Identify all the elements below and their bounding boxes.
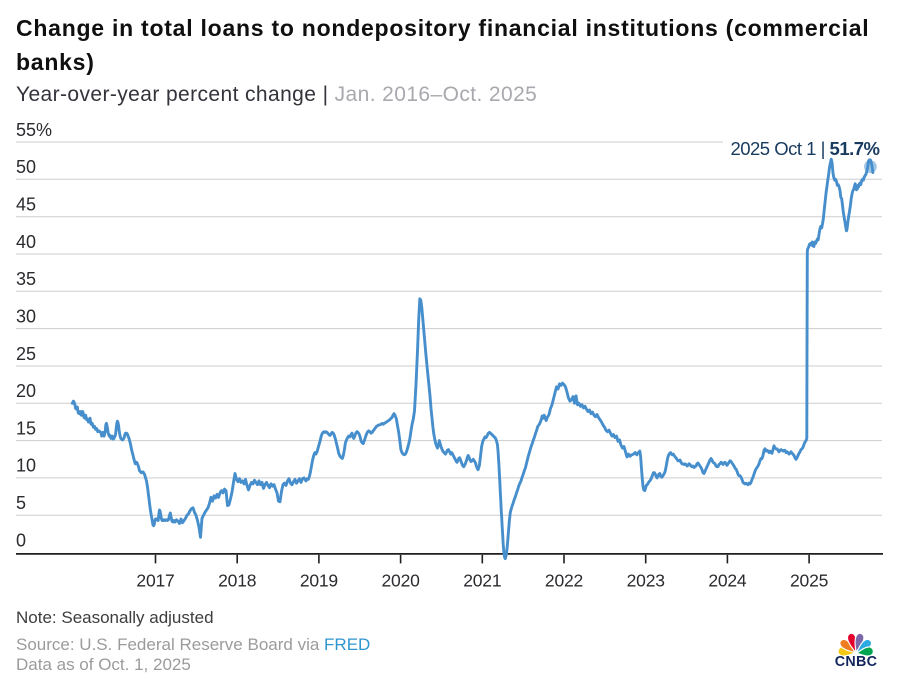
svg-text:25: 25 — [16, 344, 36, 364]
svg-text:2021: 2021 — [463, 571, 501, 591]
svg-text:20: 20 — [16, 381, 36, 401]
svg-text:30: 30 — [16, 306, 36, 326]
svg-text:50: 50 — [16, 157, 36, 177]
svg-text:2020: 2020 — [382, 571, 421, 591]
svg-text:5: 5 — [16, 493, 26, 513]
svg-text:35: 35 — [16, 269, 36, 289]
svg-text:2025 Oct 1 | 51.7%: 2025 Oct 1 | 51.7% — [730, 138, 879, 159]
svg-text:2017: 2017 — [136, 571, 174, 591]
svg-text:0: 0 — [16, 530, 26, 550]
svg-text:15: 15 — [16, 418, 36, 438]
svg-text:45: 45 — [16, 195, 36, 215]
svg-text:2024: 2024 — [708, 571, 747, 591]
svg-text:2018: 2018 — [218, 571, 256, 591]
svg-text:CNBC: CNBC — [835, 654, 878, 670]
svg-text:10: 10 — [16, 456, 36, 476]
svg-text:2019: 2019 — [300, 571, 338, 591]
svg-text:2022: 2022 — [545, 571, 583, 591]
svg-text:55%: 55% — [16, 120, 52, 140]
svg-text:2025: 2025 — [790, 571, 828, 591]
svg-text:2023: 2023 — [627, 571, 665, 591]
svg-text:40: 40 — [16, 232, 36, 252]
